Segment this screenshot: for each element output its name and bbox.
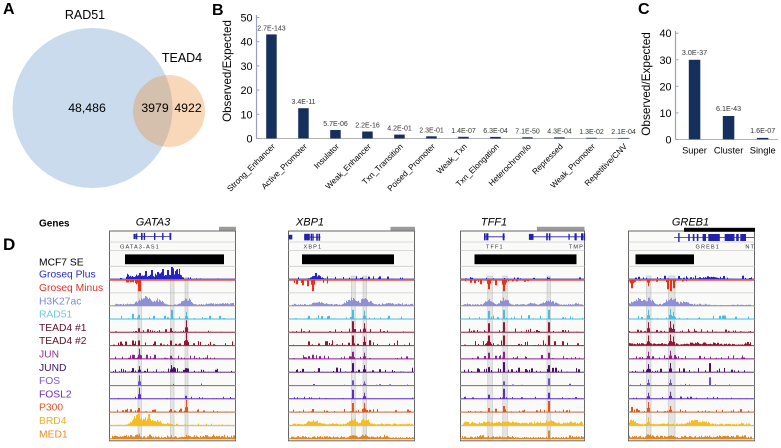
svg-text:XBP1: XBP1 — [304, 245, 323, 251]
svg-text:FOS: FOS — [39, 376, 60, 387]
svg-text:6.1E-43: 6.1E-43 — [716, 104, 741, 113]
svg-text:TFF1: TFF1 — [481, 216, 507, 228]
svg-text:Genes: Genes — [39, 219, 70, 230]
svg-text:TFF1: TFF1 — [486, 245, 504, 251]
svg-text:JUN: JUN — [39, 350, 59, 361]
svg-text:MED1: MED1 — [39, 429, 68, 440]
svg-text:3979: 3979 — [141, 101, 169, 115]
svg-text:0: 0 — [665, 134, 671, 146]
svg-text:48,486: 48,486 — [68, 101, 106, 115]
svg-text:Observed/Expected: Observed/Expected — [221, 20, 234, 122]
svg-text:30: 30 — [240, 61, 252, 73]
svg-text:6.3E-04: 6.3E-04 — [483, 128, 508, 135]
svg-text:40: 40 — [659, 28, 671, 40]
svg-text:TEAD4 #1: TEAD4 #1 — [39, 323, 87, 334]
svg-text:TMP: TMP — [569, 245, 584, 251]
svg-text:4.2E-01: 4.2E-01 — [387, 126, 412, 133]
svg-text:1.4E-07: 1.4E-07 — [451, 128, 476, 135]
svg-text:XBP1: XBP1 — [295, 216, 324, 228]
svg-text:Groseq Plus: Groseq Plus — [39, 270, 96, 281]
svg-text:4922: 4922 — [174, 101, 202, 115]
svg-text:20: 20 — [240, 85, 252, 97]
svg-text:JUND: JUND — [39, 363, 66, 374]
svg-text:2.1E-04: 2.1E-04 — [611, 129, 636, 136]
svg-text:GATA3: GATA3 — [136, 216, 171, 228]
svg-text:2.3E-01: 2.3E-01 — [419, 127, 444, 134]
svg-text:50: 50 — [240, 13, 252, 25]
svg-text:GATA3-AS1: GATA3-AS1 — [120, 245, 160, 251]
svg-text:2.7E-143: 2.7E-143 — [257, 25, 286, 32]
svg-text:10: 10 — [240, 109, 252, 121]
svg-text:RAD51: RAD51 — [39, 310, 72, 321]
svg-text:MCF7 SE: MCF7 SE — [39, 257, 84, 268]
svg-text:BRD4: BRD4 — [39, 416, 67, 427]
svg-text:3.0E-37: 3.0E-37 — [682, 48, 707, 57]
svg-text:7.1E-50: 7.1E-50 — [515, 128, 540, 135]
svg-text:Groseq Minus: Groseq Minus — [39, 283, 103, 294]
svg-text:5.7E-06: 5.7E-06 — [323, 121, 348, 128]
svg-text:2.2E-16: 2.2E-16 — [355, 123, 380, 130]
svg-text:H3K27ac: H3K27ac — [39, 296, 81, 307]
svg-text:NT: NT — [745, 245, 755, 251]
svg-text:3.4E-11: 3.4E-11 — [292, 99, 316, 106]
svg-text:40: 40 — [240, 37, 252, 49]
svg-text:Observed/Expected: Observed/Expected — [639, 32, 653, 136]
svg-text:P300: P300 — [39, 403, 63, 414]
svg-text:Single: Single — [750, 146, 776, 156]
svg-text:1.3E-02: 1.3E-02 — [579, 129, 604, 136]
svg-text:0: 0 — [246, 134, 252, 146]
svg-text:20: 20 — [659, 81, 671, 93]
svg-text:30: 30 — [659, 55, 671, 67]
svg-text:4.3E-04: 4.3E-04 — [547, 128, 572, 135]
svg-text:Cluster: Cluster — [714, 146, 743, 156]
svg-text:TEAD4 #2: TEAD4 #2 — [39, 336, 87, 347]
svg-text:RAD51: RAD51 — [65, 8, 105, 22]
svg-text:GREB1: GREB1 — [696, 245, 720, 251]
svg-text:1.6E-07: 1.6E-07 — [750, 126, 775, 135]
svg-text:10: 10 — [659, 108, 671, 120]
svg-text:FOSL2: FOSL2 — [39, 389, 72, 400]
svg-text:TEAD4: TEAD4 — [162, 51, 202, 65]
svg-text:Super: Super — [682, 146, 707, 156]
svg-text:GREB1: GREB1 — [672, 216, 709, 228]
